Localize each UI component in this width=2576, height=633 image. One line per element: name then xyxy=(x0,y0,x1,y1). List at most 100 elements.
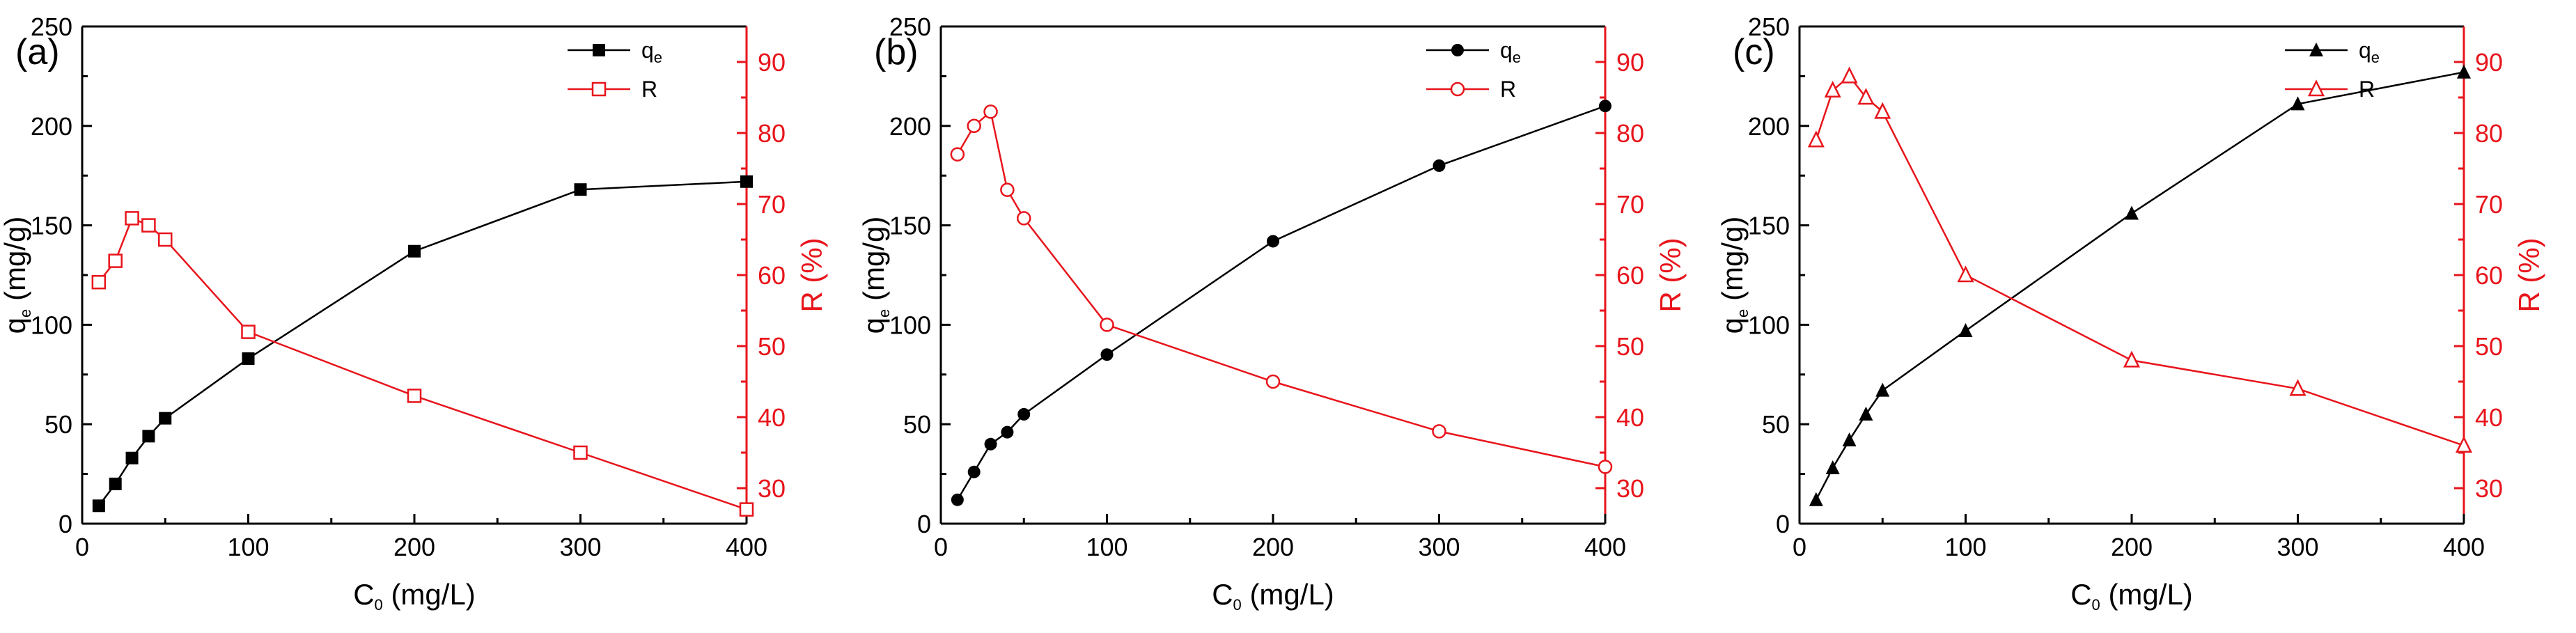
data-point-qe xyxy=(967,465,981,478)
chart-panel-c: 0 100 200 300 400 0 50 100 150 200 250 30 40 50 60 70 80… xyxy=(1716,0,2576,633)
chart-svg: 0 100 200 300 400 0 50 100 150 200 250 30 40 50 60 70 80… xyxy=(857,13,1687,614)
y-right-tick-label: 40 xyxy=(758,403,786,432)
data-point-qe xyxy=(1825,460,1840,475)
data-point-R xyxy=(1598,460,1613,474)
x-tick-label: 0 xyxy=(75,533,89,561)
y-axis-left-title: qe (mg/g) xyxy=(857,217,893,334)
y-right-tick-label: 80 xyxy=(1616,119,1644,148)
panel-label: (b) xyxy=(874,32,919,72)
data-point-qe xyxy=(1958,322,1973,337)
y-axis-left-title: qe (mg/g) xyxy=(1716,217,1751,334)
data-point-qe xyxy=(1001,425,1014,439)
x-tick-label: 300 xyxy=(1418,533,1460,561)
y-axis-left-title: qe (mg/g) xyxy=(0,217,34,334)
y-right-tick-label: 90 xyxy=(2475,48,2503,77)
y-left-tick-label: 100 xyxy=(31,311,72,339)
y-right-tick-label: 50 xyxy=(2475,332,2503,361)
data-point-qe xyxy=(1875,382,1890,397)
x-tick-label: 100 xyxy=(227,533,269,561)
data-point-qe xyxy=(1842,432,1857,447)
data-point-R xyxy=(1857,88,1875,105)
data-point-qe xyxy=(951,493,964,506)
chart-svg: 0 100 200 300 400 0 50 100 150 200 250 30 40 50 60 70 80… xyxy=(0,13,828,614)
data-point-R xyxy=(2289,379,2306,396)
data-point-R xyxy=(739,502,754,517)
data-point-qe xyxy=(2457,64,2471,79)
data-point-R xyxy=(1841,66,1858,84)
y-left-tick-label: 200 xyxy=(1748,112,1790,141)
x-tick-label: 100 xyxy=(1086,533,1127,561)
legend-label-R: R xyxy=(1500,77,1516,102)
data-point-R xyxy=(125,211,139,226)
data-point-R xyxy=(91,274,107,290)
data-point-R xyxy=(573,445,588,460)
data-point-qe xyxy=(574,183,587,196)
x-tick-label: 400 xyxy=(2443,533,2485,561)
y-left-tick-label: 150 xyxy=(889,212,931,240)
data-point-R xyxy=(967,118,981,134)
y-right-tick-label: 80 xyxy=(2475,119,2503,148)
data-point-qe xyxy=(1267,235,1279,248)
x-tick-label: 400 xyxy=(726,533,767,561)
y-axis-right-title: R (%) xyxy=(1654,237,1687,312)
x-tick-label: 200 xyxy=(2111,533,2153,561)
data-point-qe xyxy=(2125,205,2139,220)
y-left-tick-label: 200 xyxy=(31,112,72,141)
legend-label-R: R xyxy=(641,77,657,102)
data-point-R xyxy=(108,253,123,268)
data-point-R xyxy=(1432,424,1446,439)
series-line-qe xyxy=(956,105,1606,501)
data-point-qe xyxy=(1100,348,1114,361)
data-point-qe xyxy=(1859,406,1873,421)
series-line-R xyxy=(956,110,1606,468)
y-left-tick-label: 0 xyxy=(1776,510,1790,538)
data-point-R xyxy=(1807,130,1825,148)
y-left-tick-label: 50 xyxy=(903,410,931,439)
data-point-R xyxy=(950,147,965,162)
data-point-R xyxy=(1957,265,1974,283)
data-point-R xyxy=(1017,211,1031,226)
x-tick-label: 0 xyxy=(934,533,948,561)
x-tick-label: 300 xyxy=(559,533,601,561)
data-point-R xyxy=(1000,182,1015,197)
data-point-qe xyxy=(740,175,753,188)
x-tick-label: 400 xyxy=(1584,533,1626,561)
y-left-tick-label: 150 xyxy=(31,212,72,240)
y-right-tick-label: 60 xyxy=(2475,261,2503,290)
data-point-qe xyxy=(142,430,155,443)
legend-marker-qe xyxy=(593,44,605,56)
legend-marker-R xyxy=(591,81,607,97)
panel-label: (a) xyxy=(15,32,60,72)
y-left-tick-label: 100 xyxy=(1748,311,1790,339)
data-point-qe xyxy=(984,437,997,451)
data-point-R xyxy=(2455,436,2473,453)
chart-svg: 0 100 200 300 400 0 50 100 150 200 250 30 40 50 60 70 80… xyxy=(1716,13,2545,614)
data-point-qe xyxy=(1017,407,1031,421)
y-right-tick-label: 70 xyxy=(2475,190,2503,219)
data-point-qe xyxy=(2290,96,2305,111)
x-axis-title: C0 (mg/L) xyxy=(353,578,476,614)
y-left-tick-label: 0 xyxy=(917,510,931,538)
data-point-qe xyxy=(408,244,421,258)
y-right-tick-label: 50 xyxy=(1616,332,1644,361)
x-axis-title: C0 (mg/L) xyxy=(2070,578,2193,614)
y-left-tick-label: 50 xyxy=(45,410,72,439)
y-right-tick-label: 40 xyxy=(2475,403,2503,432)
data-point-R xyxy=(141,218,156,233)
y-left-tick-label: 0 xyxy=(58,510,72,538)
y-left-tick-label: 50 xyxy=(1762,410,1790,439)
data-point-qe xyxy=(1433,159,1446,172)
legend-marker-qe xyxy=(2309,42,2323,56)
y-axis-right-title: R (%) xyxy=(795,237,828,312)
y-right-tick-label: 30 xyxy=(758,474,786,503)
data-point-qe xyxy=(1599,100,1611,113)
data-point-R xyxy=(983,104,998,119)
x-tick-label: 0 xyxy=(1793,533,1806,561)
y-right-tick-label: 90 xyxy=(758,48,786,77)
chart-panel-b: 0 100 200 300 400 0 50 100 150 200 250 30 40 50 60 70 80… xyxy=(857,0,1717,633)
chart-panel-a: 0 100 200 300 400 0 50 100 150 200 250 30 40 50 60 70 80… xyxy=(0,0,859,633)
y-left-tick-label: 200 xyxy=(889,112,931,141)
legend-marker-R xyxy=(2307,79,2325,97)
y-right-tick-label: 60 xyxy=(758,261,786,290)
y-right-tick-label: 50 xyxy=(758,332,786,361)
